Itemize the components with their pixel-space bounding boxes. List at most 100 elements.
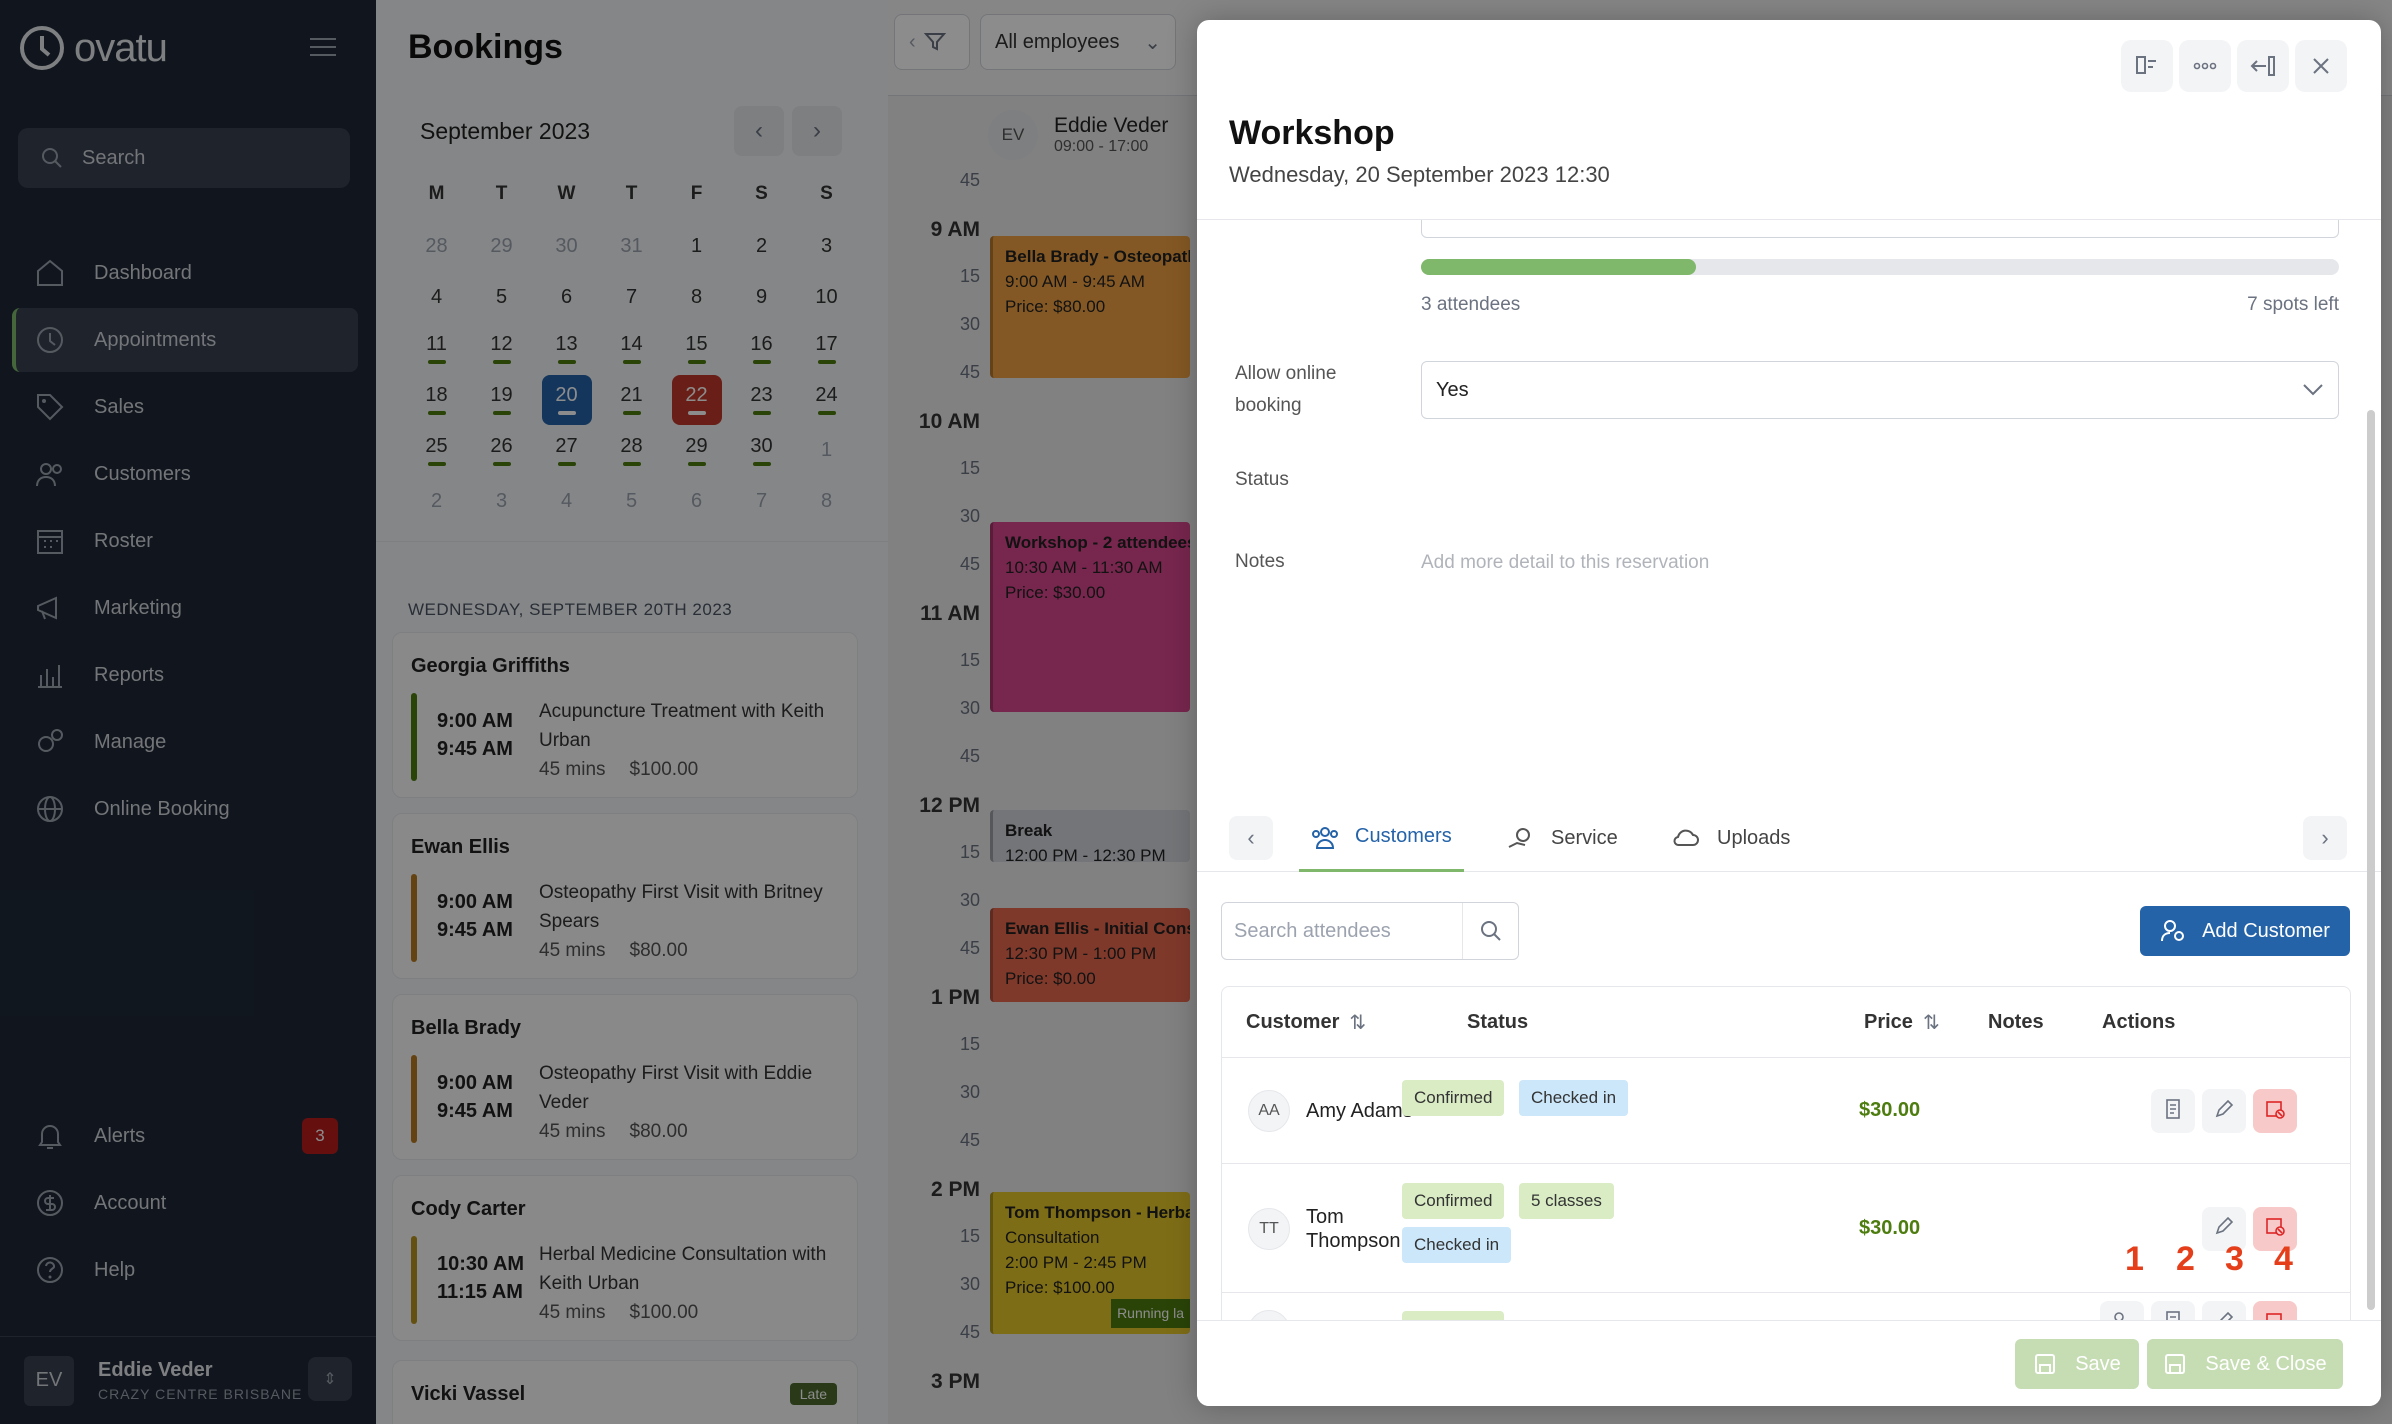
calendar-day[interactable]: 21 — [599, 384, 664, 415]
calendar-day[interactable]: 28 — [599, 435, 664, 466]
calendar-day[interactable]: 18 — [404, 384, 469, 415]
tabs-prev-button[interactable]: ‹ — [1229, 816, 1273, 860]
calendar-day[interactable]: 2 — [404, 490, 469, 513]
tab-service[interactable]: Service — [1507, 804, 1618, 872]
calendar-event[interactable]: Break 12:00 PM - 12:30 PM — [990, 810, 1190, 862]
sidebar-item-online-booking[interactable]: Online Booking — [12, 777, 358, 841]
search-icon[interactable] — [1462, 903, 1518, 959]
sidebar-item-roster[interactable]: Roster — [12, 509, 358, 573]
col-price[interactable]: Price ⇅ — [1864, 987, 1940, 1057]
filter-button[interactable]: ‹ — [894, 14, 970, 70]
appointment-card[interactable]: Georgia Griffiths 9:00 AM 9:45 AM Acupunctu… — [392, 632, 858, 798]
sidebar-item-alerts[interactable]: Alerts 3 — [12, 1104, 358, 1168]
save-close-button[interactable]: Save & Close — [2147, 1339, 2343, 1389]
calendar-day[interactable]: 24 — [794, 384, 859, 415]
sidebar-item-account[interactable]: Account — [12, 1171, 358, 1235]
tabs-next-button[interactable]: › — [2303, 816, 2347, 860]
calendar-day[interactable]: 11 — [404, 333, 469, 364]
sidebar-item-reports[interactable]: Reports — [12, 643, 358, 707]
close-icon[interactable] — [2295, 40, 2347, 92]
calendar-day[interactable]: 9 — [729, 286, 794, 309]
calendar-day[interactable]: 3 — [794, 235, 859, 258]
save-button[interactable]: Save — [2015, 1339, 2139, 1389]
calendar-day[interactable]: 4 — [404, 286, 469, 309]
logo[interactable]: ovatu — [18, 24, 168, 72]
user-menu[interactable]: EV Eddie Veder CRAZY CENTRE BRISBANE ⇕ — [0, 1336, 376, 1424]
calendar-day[interactable]: 2 — [729, 235, 794, 258]
calendar-day[interactable]: 7 — [729, 490, 794, 513]
employee-select[interactable]: All employees ⌄ — [980, 14, 1176, 70]
receipt-button[interactable] — [2151, 1089, 2195, 1133]
calendar-event[interactable]: Ewan Ellis - Initial Consu 12:30 PM - 1:0… — [990, 908, 1190, 1002]
customer-name[interactable]: Amy Adams — [1306, 1100, 1413, 1122]
calendar-event[interactable]: Bella Brady - Osteopathy 9:00 AM - 9:45 A… — [990, 236, 1190, 378]
col-customer[interactable]: Customer ⇅ — [1246, 987, 1366, 1057]
calendar-day[interactable]: 6 — [664, 490, 729, 513]
calendar-day[interactable]: 22 — [671, 374, 722, 425]
sidebar-item-manage[interactable]: Manage — [12, 710, 358, 774]
cancel-booking-button[interactable] — [2253, 1089, 2297, 1133]
capacity-field[interactable] — [1421, 220, 2339, 238]
calendar-day[interactable]: 25 — [404, 435, 469, 466]
calendar-day[interactable]: 1 — [794, 439, 859, 462]
calendar-day[interactable]: 19 — [469, 384, 534, 415]
calendar-day[interactable]: 12 — [469, 333, 534, 364]
calendar-day[interactable]: 29 — [664, 435, 729, 466]
calendar-day[interactable]: 20 — [541, 374, 592, 425]
notes-input[interactable]: Add more detail to this reservation — [1421, 552, 1710, 573]
add-customer-button[interactable]: Add Customer — [2140, 906, 2350, 956]
calendar-day[interactable]: 3 — [469, 490, 534, 513]
appointment-card[interactable]: Bella Brady 9:00 AM 9:45 AM Osteopathy Firs… — [392, 994, 858, 1160]
calendar-day[interactable]: 10 — [794, 286, 859, 309]
calendar-day[interactable]: 14 — [599, 333, 664, 364]
appointment-card[interactable]: Cody Carter 10:30 AM 11:15 AM Herbal Medici… — [392, 1175, 858, 1341]
next-month-button[interactable]: › — [792, 106, 842, 156]
calendar-day[interactable]: 13 — [534, 333, 599, 364]
calendar-day[interactable]: 7 — [599, 286, 664, 309]
sidebar-item-dashboard[interactable]: Dashboard — [12, 241, 358, 305]
scrollbar[interactable] — [2367, 410, 2375, 1310]
calendar-day[interactable]: 6 — [534, 286, 599, 309]
calendar-day[interactable]: 30 — [534, 235, 599, 258]
calendar-day[interactable]: 28 — [404, 235, 469, 258]
attendee-search-input[interactable]: Search attendees — [1221, 902, 1519, 960]
chevron-up-down-icon[interactable]: ⇕ — [308, 1357, 352, 1401]
search-button[interactable]: Search — [18, 128, 350, 188]
calendar-day[interactable]: 26 — [469, 435, 534, 466]
calendar-day[interactable]: 8 — [664, 286, 729, 309]
sidebar-item-help[interactable]: Help — [12, 1238, 358, 1302]
calendar-day[interactable]: 29 — [469, 235, 534, 258]
calendar-day[interactable]: 17 — [794, 333, 859, 364]
calendar-day[interactable]: 8 — [794, 490, 859, 513]
calendar-event[interactable]: Workshop - 2 attendees 10:30 AM - 11:30 A… — [990, 522, 1190, 712]
calendar-day[interactable]: 27 — [534, 435, 599, 466]
sidebar-item-marketing[interactable]: Marketing — [12, 576, 358, 640]
calendar-day[interactable]: 4 — [534, 490, 599, 513]
edit-button[interactable] — [2202, 1206, 2246, 1251]
appointment-card[interactable]: Vicki Vassel Late — [392, 1360, 858, 1424]
cancel-booking-button[interactable] — [2253, 1206, 2297, 1251]
calendar-day[interactable]: 5 — [599, 490, 664, 513]
allow-online-select[interactable]: Yes — [1421, 361, 2339, 419]
sidebar-item-customers[interactable]: Customers — [12, 442, 358, 506]
prev-month-button[interactable]: ‹ — [734, 106, 784, 156]
calendar-day[interactable]: 1 — [664, 235, 729, 258]
sidebar-item-appointments[interactable]: Appointments — [12, 308, 358, 372]
more-icon[interactable] — [2179, 40, 2231, 92]
customer-name[interactable]: Tom Thompson — [1306, 1205, 1401, 1252]
calendar-day[interactable]: 23 — [729, 384, 794, 415]
edit-button[interactable] — [2202, 1089, 2246, 1133]
tab-uploads[interactable]: Uploads — [1671, 804, 1790, 872]
calendar-day[interactable]: 16 — [729, 333, 794, 364]
tab-customers[interactable]: Customers — [1299, 804, 1464, 872]
calendar-event[interactable]: Tom Thompson - Herbal Consultation 2:00 PM… — [990, 1192, 1190, 1334]
calendar-day[interactable]: 15 — [664, 333, 729, 364]
calendar-day[interactable]: 30 — [729, 435, 794, 466]
calendar-day[interactable]: 5 — [469, 286, 534, 309]
collapse-panel-icon[interactable] — [2237, 40, 2289, 92]
sidebar-item-sales[interactable]: Sales — [12, 375, 358, 439]
menu-icon[interactable] — [310, 38, 336, 58]
bookmark-icon[interactable] — [2121, 40, 2173, 92]
appointment-card[interactable]: Ewan Ellis 9:00 AM 9:45 AM Osteopathy First… — [392, 813, 858, 979]
calendar-day[interactable]: 31 — [599, 235, 664, 258]
